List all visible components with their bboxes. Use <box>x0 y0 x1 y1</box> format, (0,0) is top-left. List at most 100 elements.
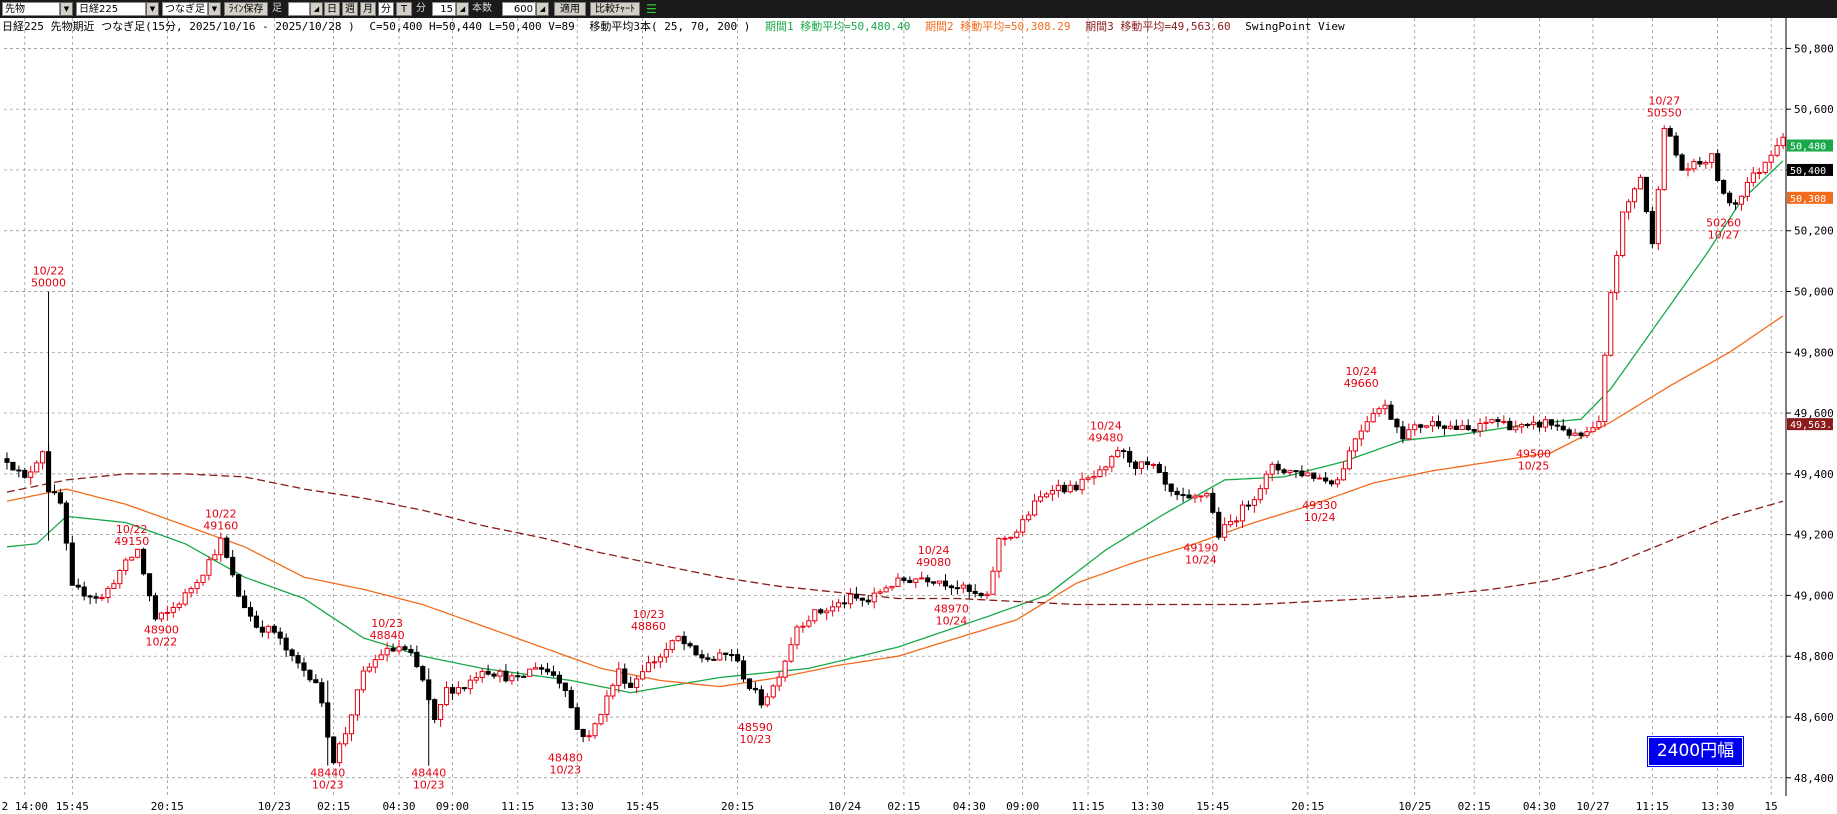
candle <box>271 624 277 635</box>
period-spin-icon[interactable]: ◢ <box>456 2 469 16</box>
candle-body <box>538 667 545 670</box>
market-dropdown-icon[interactable]: ▼ <box>60 2 73 16</box>
week-button[interactable]: 週 <box>342 2 358 16</box>
candle-body <box>1329 480 1335 485</box>
candle <box>491 672 497 679</box>
candle <box>865 594 871 605</box>
candle <box>342 727 349 747</box>
candle <box>117 569 123 589</box>
price-chart[interactable]: 48,400 48,600 48,800 49,000 49,200 49,400 49,6… <box>0 18 1837 814</box>
candle-body <box>402 646 408 650</box>
candle-body <box>580 728 586 738</box>
ashi-input[interactable] <box>288 2 310 16</box>
candle <box>1572 428 1578 437</box>
candle <box>1317 474 1323 480</box>
swingpoint-view-label: SwingPoint View <box>1245 20 1345 33</box>
candle-body <box>1441 425 1448 429</box>
candle <box>384 642 390 662</box>
chart-kind-dropdown-icon[interactable]: ▼ <box>208 2 221 16</box>
candle <box>111 579 117 589</box>
range-badge: 2400円幅 <box>1647 736 1744 767</box>
candle <box>277 627 283 645</box>
candle-body <box>1037 496 1044 502</box>
price-tag-label: 49,563.6 <box>1790 420 1837 431</box>
candle-body <box>1744 181 1750 197</box>
candle-body <box>770 685 776 698</box>
candle-body <box>63 502 69 544</box>
candle <box>1513 420 1519 433</box>
candle-body <box>271 625 277 633</box>
candle-body <box>1382 404 1388 410</box>
y-tick-label: 48,800 <box>1794 650 1834 663</box>
candle <box>853 586 859 601</box>
swing-label-top: 49190 <box>1183 542 1218 555</box>
x-tick-label: 04:30 <box>1523 800 1556 813</box>
candle-body <box>384 647 390 656</box>
month-button[interactable]: 月 <box>360 2 376 16</box>
save-line-button[interactable]: ﾗｲﾝ保存 <box>224 2 268 16</box>
symbol-select[interactable]: 日経225 <box>76 2 146 16</box>
swing-label-bottom: 10/23 <box>312 779 344 792</box>
candle-body <box>723 652 729 656</box>
candle <box>1721 179 1727 195</box>
candle <box>841 595 848 609</box>
candle-body <box>1103 466 1109 471</box>
swing-label-top: 49330 <box>1302 499 1337 512</box>
candle <box>331 736 337 765</box>
y-tick-label: 50,800 <box>1794 42 1834 55</box>
candle-body <box>164 611 170 614</box>
market-select[interactable]: 先物 <box>2 2 60 16</box>
compare-chart-button[interactable]: 比較ﾁｬｰﾄ <box>590 2 640 16</box>
candle-body <box>1429 421 1436 427</box>
candle <box>1198 495 1204 503</box>
candle-body <box>224 537 230 558</box>
candle-body <box>1061 484 1067 493</box>
swing-label-bottom: 10/24 <box>936 614 968 627</box>
symbol-dropdown-icon[interactable]: ▼ <box>146 2 159 16</box>
swing-label-top: 10/27 <box>1648 94 1680 107</box>
day-button[interactable]: 日 <box>324 2 340 16</box>
candle-body <box>1542 419 1549 428</box>
period-input[interactable]: 15 <box>432 2 456 16</box>
candle-body <box>390 647 396 652</box>
candle <box>1726 190 1733 207</box>
candle-body <box>1620 211 1626 257</box>
candle-body <box>1055 484 1061 492</box>
candle-body <box>1067 484 1073 493</box>
tick-button[interactable]: T <box>396 2 412 16</box>
count-input[interactable]: 600 <box>502 2 536 16</box>
candle-body <box>1530 421 1537 426</box>
candle-body <box>1364 421 1370 432</box>
minute-button[interactable]: 分 <box>378 2 394 16</box>
candle-body <box>1150 464 1156 467</box>
candle-body <box>764 696 770 706</box>
candle <box>550 665 557 678</box>
candle <box>1453 419 1459 431</box>
swing-label-bottom: 49160 <box>203 520 238 533</box>
candle-body <box>1299 470 1305 477</box>
candle-body <box>901 577 907 581</box>
ashi-spin-icon[interactable]: ◢ <box>310 2 323 16</box>
candle-body <box>1127 450 1133 463</box>
candle-body <box>1661 128 1667 191</box>
candle-body <box>1643 176 1649 213</box>
chart-kind-select[interactable]: つなぎ足 <box>162 2 208 16</box>
candle <box>1418 423 1424 433</box>
candle <box>533 662 539 670</box>
candle <box>194 579 200 595</box>
y-tick-label: 50,600 <box>1794 103 1834 116</box>
indicator-icon[interactable]: ☰ <box>646 2 657 16</box>
price-tag: 49,563.6 <box>1787 418 1837 431</box>
candle <box>63 500 69 551</box>
candle-body <box>818 609 824 614</box>
candle <box>1542 415 1549 432</box>
apply-button[interactable]: 適用 <box>554 2 586 16</box>
count-spin-icon[interactable]: ◢ <box>536 2 549 16</box>
candle <box>4 452 10 470</box>
candle <box>253 610 260 629</box>
candle-body <box>521 675 527 678</box>
candle-body <box>313 679 319 684</box>
candle <box>1269 461 1275 482</box>
